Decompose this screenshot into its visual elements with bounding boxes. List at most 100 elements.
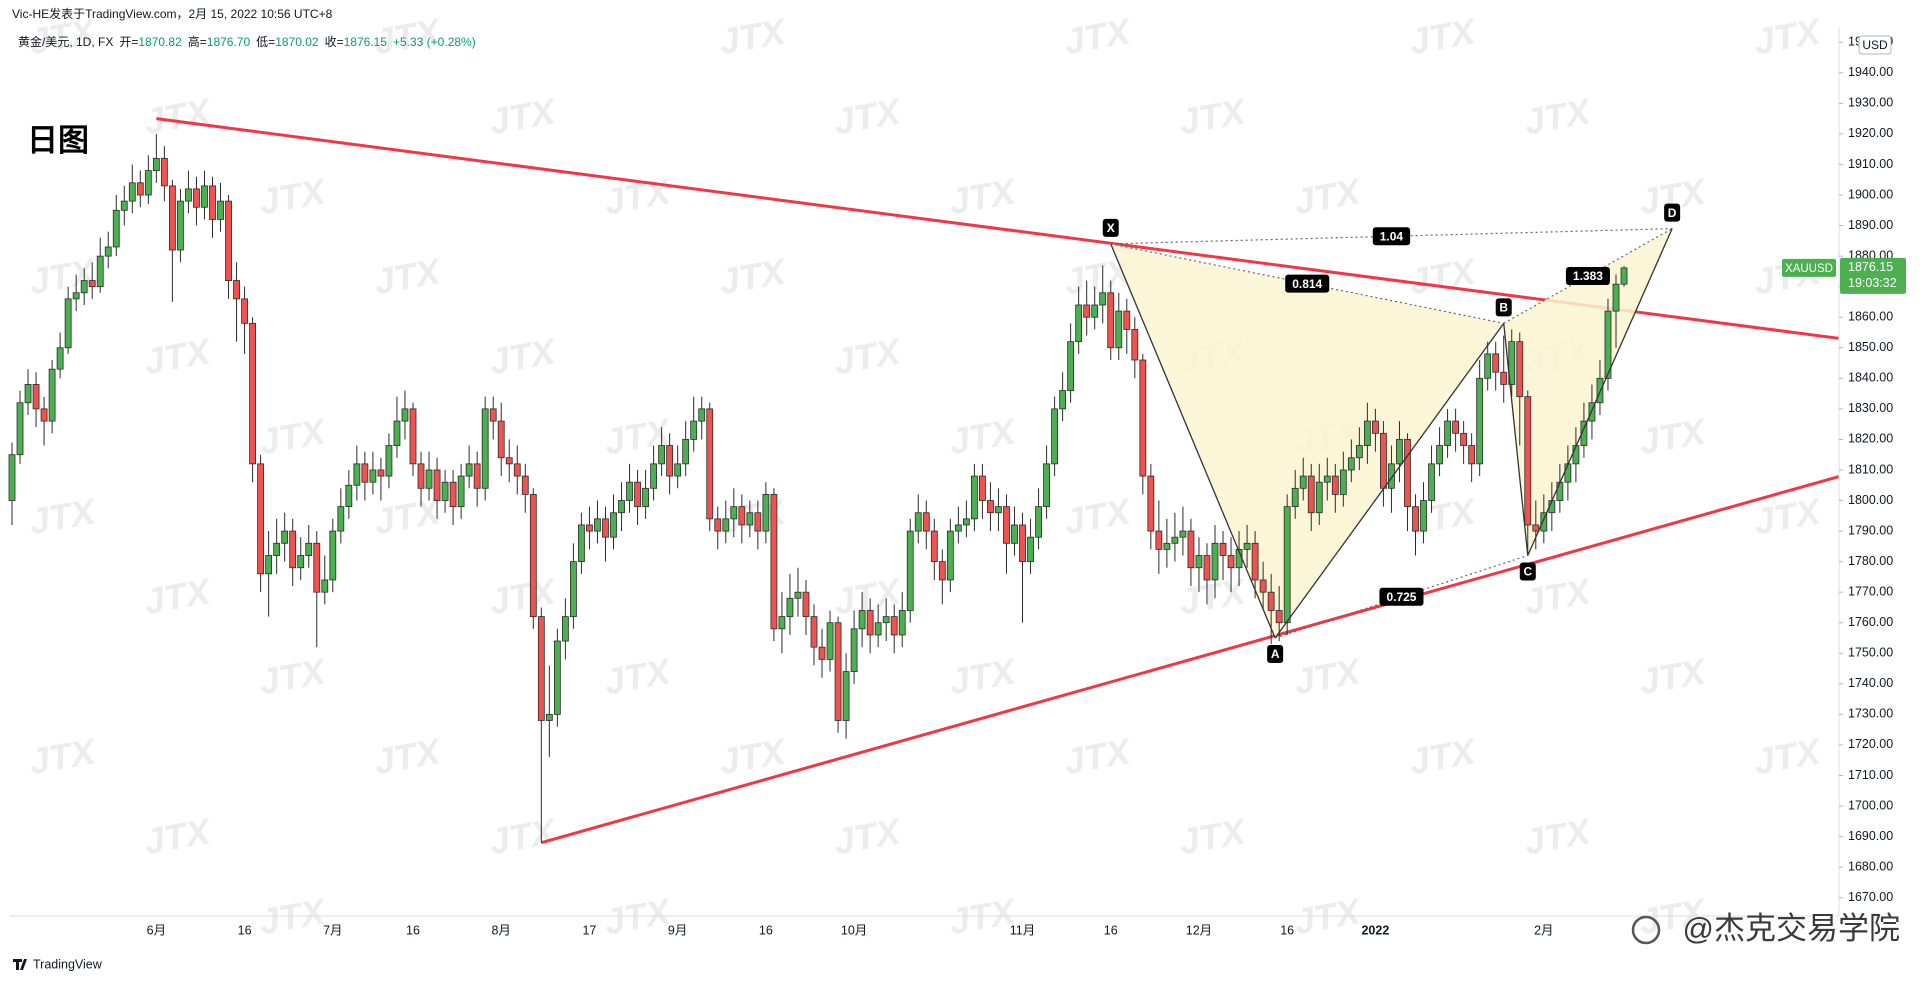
candle-body: [1267, 591, 1275, 611]
trendline: [540, 474, 1839, 845]
candle-body: [481, 408, 489, 489]
pattern-ratio-line: [1274, 554, 1528, 639]
candle-body: [914, 512, 922, 532]
candle-body: [144, 170, 152, 196]
candle-body: [1524, 396, 1532, 526]
candle-body: [1219, 542, 1227, 556]
candle-body: [1363, 420, 1371, 446]
x-tick-label: 16: [1280, 923, 1294, 937]
candle-body: [890, 616, 898, 636]
candle-body: [1171, 536, 1179, 544]
y-tick-label: 1700.00: [1848, 798, 1893, 812]
pattern-area: [1503, 228, 1673, 556]
candle-body: [1460, 432, 1468, 446]
candle-body: [1412, 506, 1419, 532]
candle-body: [40, 408, 48, 422]
candle-body: [128, 182, 136, 202]
y-tick-label: 1830.00: [1848, 401, 1893, 415]
candle-body: [321, 579, 329, 593]
candle-body: [1476, 377, 1484, 465]
candle-body: [1540, 512, 1548, 532]
candle-body: [1532, 524, 1540, 532]
candle-body: [1452, 420, 1459, 434]
candle-body: [1131, 329, 1139, 361]
candle-body: [120, 200, 128, 211]
candle-body: [1380, 432, 1387, 489]
pattern-leg: [1503, 323, 1529, 556]
high-value: 1876.70: [207, 35, 251, 49]
y-tick-label: 1770.00: [1848, 584, 1893, 598]
candle-body: [1259, 579, 1267, 593]
candle-body: [385, 445, 393, 477]
y-tick-label: 1710.00: [1848, 768, 1893, 782]
candle-body: [329, 530, 337, 581]
x-tick-label: 16: [1104, 923, 1118, 937]
y-tick-label: 1680.00: [1848, 859, 1893, 873]
candle-body: [922, 512, 930, 532]
candle-body: [241, 298, 248, 324]
plot-layer: 0.814 1.04 0.725 1.383 X A B C D: [8, 117, 1839, 845]
candle-body: [377, 469, 385, 477]
y-tick-label: 1670.00: [1848, 890, 1893, 904]
change: +5.33 (+0.28%): [393, 35, 476, 49]
candle-body: [1099, 292, 1107, 306]
candle-body: [594, 518, 601, 532]
candle-body: [152, 157, 160, 171]
candle-body: [561, 616, 569, 642]
y-tick-label: 1750.00: [1848, 646, 1893, 660]
candle-body: [265, 555, 273, 575]
candle-body: [1011, 524, 1018, 544]
candle-body: [1251, 542, 1259, 581]
countdown-label: 19:03:32: [1848, 276, 1897, 290]
candle-body: [553, 640, 561, 715]
ratio-label: 0.725: [1386, 590, 1416, 604]
candle-body: [730, 506, 738, 520]
candle-body: [289, 530, 297, 569]
candle-body: [1083, 304, 1091, 318]
candle-body: [586, 524, 593, 532]
candle-body: [217, 200, 224, 220]
y-tick-label: 1790.00: [1848, 523, 1893, 537]
candle-body: [866, 610, 874, 636]
candle-body: [706, 408, 714, 520]
candle-body: [297, 555, 305, 569]
candle-body: [1059, 390, 1067, 410]
candle-body: [1355, 445, 1363, 459]
candle-body: [273, 542, 281, 556]
candle-body: [714, 518, 722, 532]
candle-body: [160, 157, 168, 187]
candle-body: [1612, 283, 1620, 312]
candle-body: [1043, 463, 1050, 508]
candle-body: [201, 185, 208, 208]
point-label: B: [1499, 301, 1508, 315]
candle-body: [858, 610, 866, 630]
candle-body: [602, 518, 609, 538]
y-tick-label: 1730.00: [1848, 707, 1893, 721]
y-tick-label: 1890.00: [1848, 218, 1893, 232]
x-tick-label: 17: [582, 923, 596, 937]
close-name: 收=: [325, 35, 344, 49]
ratio-label-box: [1372, 227, 1411, 246]
currency-label: USD: [1862, 38, 1888, 52]
candle-body: [1428, 463, 1435, 501]
y-tick-label: 1850.00: [1848, 340, 1893, 354]
candle-body: [1404, 439, 1411, 508]
ratio-label: 1.383: [1573, 269, 1603, 283]
footer-text: TradingView: [33, 957, 103, 971]
candle-body: [1027, 536, 1034, 563]
low-value: 1870.02: [275, 35, 319, 49]
ratio-label-box: [1565, 266, 1610, 285]
candle-body: [1388, 463, 1395, 489]
candle-body: [257, 463, 265, 575]
candle-body: [850, 628, 858, 673]
candle-body: [465, 463, 473, 477]
candle-body: [1147, 475, 1155, 532]
y-tick-label: 1860.00: [1848, 310, 1893, 324]
candle-body: [457, 475, 465, 508]
candle-body: [995, 506, 1002, 514]
candle-body: [449, 481, 457, 508]
candle-body: [136, 182, 144, 196]
candle-body: [778, 616, 786, 630]
y-tick-label: 1720.00: [1848, 737, 1893, 751]
